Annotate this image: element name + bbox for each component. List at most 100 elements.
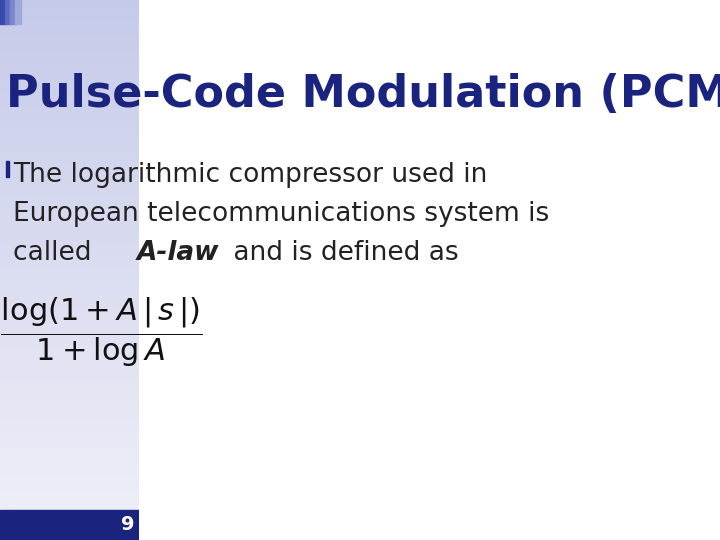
Bar	[0, 35, 139, 38]
Bar	[0, 157, 139, 159]
Bar	[0, 194, 139, 197]
Bar	[0, 327, 139, 329]
Bar	[0, 108, 139, 111]
Bar	[0, 43, 139, 46]
Bar	[0, 167, 139, 170]
Bar	[0, 78, 139, 81]
Bar	[0, 346, 139, 348]
Bar	[10, 0, 16, 24]
Bar	[0, 443, 139, 445]
Bar	[0, 343, 139, 346]
Bar	[0, 284, 139, 286]
Bar	[0, 97, 139, 100]
Bar	[0, 54, 139, 57]
Bar	[0, 256, 139, 259]
Bar	[0, 94, 139, 97]
Bar	[0, 394, 139, 397]
Bar	[0, 213, 139, 216]
Bar	[0, 386, 139, 389]
Bar	[0, 151, 139, 154]
Bar	[0, 535, 139, 537]
Bar	[0, 111, 139, 113]
Bar	[0, 159, 139, 162]
Bar	[0, 481, 139, 483]
Bar	[0, 73, 139, 76]
Bar	[0, 462, 139, 464]
Bar	[0, 424, 139, 427]
Bar	[0, 192, 139, 194]
Bar	[0, 240, 139, 243]
Bar	[0, 281, 139, 284]
Bar	[0, 459, 139, 462]
Bar	[0, 524, 139, 526]
Bar	[0, 176, 139, 178]
Bar	[0, 59, 139, 62]
Bar	[0, 497, 139, 500]
Bar	[0, 429, 139, 432]
Bar	[0, 408, 139, 410]
Bar	[0, 122, 139, 124]
Bar	[0, 221, 139, 224]
Bar	[0, 410, 139, 413]
Bar	[0, 89, 139, 92]
Bar	[0, 184, 139, 186]
Bar	[0, 518, 139, 521]
Bar	[0, 38, 139, 40]
Bar	[0, 154, 139, 157]
Bar	[0, 132, 139, 135]
Bar	[0, 305, 139, 308]
Bar	[0, 340, 139, 343]
Text: 9: 9	[121, 515, 135, 535]
Bar	[0, 127, 139, 130]
Bar	[0, 251, 139, 254]
Bar	[0, 113, 139, 116]
Bar	[0, 362, 139, 364]
Bar	[0, 329, 139, 332]
Bar	[0, 467, 139, 470]
Bar	[0, 46, 139, 49]
Bar	[0, 308, 139, 310]
Bar	[0, 448, 139, 451]
Bar	[0, 286, 139, 289]
Bar	[0, 0, 6, 24]
Bar	[0, 3, 139, 5]
Bar	[0, 130, 139, 132]
Bar	[0, 359, 139, 362]
Text: $| \, y \, | = \dfrac{\log(1 + A \, | \, s \, |)}{1 + \log A}$: $| \, y \, | = \dfrac{\log(1 + A \, | \,…	[0, 295, 202, 369]
Bar	[0, 491, 139, 494]
Bar	[0, 200, 139, 202]
Bar	[0, 289, 139, 292]
Bar	[0, 76, 139, 78]
Bar	[0, 451, 139, 454]
Bar	[0, 400, 139, 402]
Bar	[0, 0, 139, 3]
Bar	[0, 421, 139, 424]
Bar	[0, 397, 139, 400]
Bar	[0, 65, 139, 68]
Bar	[0, 319, 139, 321]
Bar	[0, 302, 139, 305]
Bar	[0, 254, 139, 256]
Bar	[0, 529, 139, 532]
Bar	[0, 435, 139, 437]
Bar	[0, 24, 139, 27]
Bar	[0, 92, 139, 94]
Bar	[0, 124, 139, 127]
Bar	[0, 178, 139, 181]
Bar	[0, 227, 139, 229]
Bar	[0, 489, 139, 491]
Bar	[0, 51, 139, 54]
Bar	[0, 170, 139, 173]
Bar	[0, 478, 139, 481]
Bar	[0, 86, 139, 89]
Bar	[0, 505, 139, 508]
Bar	[0, 262, 139, 265]
Bar	[0, 246, 139, 248]
Bar	[0, 508, 139, 510]
Bar	[0, 208, 139, 211]
Bar	[0, 173, 139, 176]
Bar	[0, 119, 139, 122]
Bar	[0, 259, 139, 262]
Bar	[0, 181, 139, 184]
Bar	[0, 40, 139, 43]
